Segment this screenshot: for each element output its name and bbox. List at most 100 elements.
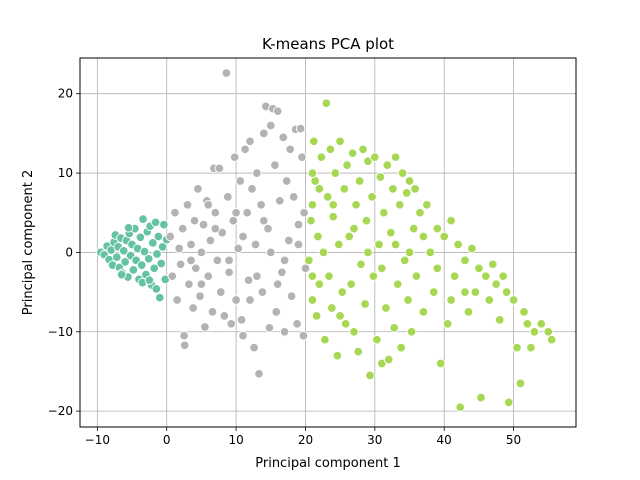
data-point-cluster-1 (196, 247, 207, 258)
data-point-cluster-1 (229, 152, 240, 162)
data-point-cluster-2 (311, 311, 322, 321)
y-tick-label: −20 (48, 404, 73, 418)
data-point-cluster-2 (389, 323, 399, 333)
data-point-cluster-0 (152, 249, 162, 259)
data-point-cluster-1 (219, 311, 230, 321)
data-point-cluster-2 (449, 271, 460, 281)
data-point-cluster-2 (340, 319, 351, 329)
data-point-cluster-2 (408, 223, 419, 234)
data-point-cluster-1 (284, 235, 294, 246)
data-point-cluster-2 (310, 176, 320, 186)
data-point-cluster-2 (388, 184, 398, 194)
data-point-cluster-2 (501, 287, 512, 297)
data-point-cluster-1 (223, 192, 233, 202)
data-point-cluster-0 (157, 242, 168, 252)
data-point-cluster-1 (226, 319, 236, 329)
data-point-cluster-2 (512, 342, 522, 353)
data-point-cluster-2 (522, 319, 533, 329)
data-point-cluster-1 (182, 200, 193, 210)
data-point-cluster-2 (372, 334, 382, 345)
data-point-cluster-1 (212, 255, 223, 266)
data-point-cluster-1 (299, 207, 309, 218)
data-point-cluster-1 (243, 275, 254, 285)
data-point-cluster-1 (292, 319, 302, 329)
data-point-cluster-1 (286, 291, 297, 301)
data-point-cluster-2 (361, 215, 372, 226)
data-point-cluster-1 (203, 200, 214, 210)
x-tick-label: 0 (163, 433, 171, 447)
data-point-cluster-2 (503, 397, 514, 408)
data-point-cluster-2 (307, 200, 318, 210)
data-point-cluster-1 (266, 247, 276, 258)
data-point-cluster-0 (144, 275, 155, 285)
data-point-cluster-2 (309, 136, 319, 147)
data-point-cluster-2 (432, 223, 443, 234)
data-point-cluster-1 (186, 239, 196, 250)
data-point-cluster-1 (198, 219, 209, 230)
data-point-cluster-0 (135, 232, 146, 243)
data-point-cluster-2 (494, 315, 505, 325)
axes-frame (79, 57, 577, 428)
data-point-cluster-2 (470, 287, 481, 297)
data-point-cluster-0 (120, 257, 130, 267)
data-point-cluster-2 (330, 168, 341, 178)
data-point-cluster-1 (224, 255, 234, 266)
y-tick-label: 20 (58, 87, 73, 101)
data-point-cluster-1 (172, 295, 182, 305)
data-point-cluster-2 (307, 295, 318, 305)
data-point-cluster-2 (339, 184, 350, 194)
data-point-cluster-2 (379, 207, 389, 218)
data-point-cluster-2 (363, 156, 373, 166)
data-point-cluster-2 (367, 192, 377, 202)
data-point-cluster-1 (266, 120, 276, 131)
data-point-cluster-1 (281, 176, 292, 186)
data-point-cluster-2 (332, 350, 343, 361)
data-point-cluster-2 (476, 392, 486, 403)
data-point-cluster-0 (136, 260, 147, 270)
data-point-cluster-1 (217, 227, 227, 238)
chart-title: K-means PCA plot (262, 35, 394, 53)
data-point-cluster-2 (327, 303, 337, 313)
data-point-cluster-1 (252, 168, 262, 178)
data-point-cluster-2 (519, 307, 529, 317)
data-point-cluster-1 (256, 200, 266, 210)
data-point-cluster-2 (422, 200, 432, 210)
x-tick-label: 30 (367, 433, 382, 447)
data-point-cluster-1 (221, 68, 232, 78)
data-point-cluster-1 (271, 307, 282, 317)
data-point-cluster-1 (236, 315, 247, 325)
data-point-cluster-1 (174, 243, 184, 254)
data-point-cluster-2 (442, 319, 453, 329)
data-point-cluster-2 (397, 168, 408, 178)
data-point-cluster-2 (484, 295, 495, 305)
data-point-cluster-1 (279, 255, 290, 266)
data-point-cluster-1 (210, 223, 221, 234)
data-point-cluster-2 (429, 287, 439, 297)
data-point-cluster-2 (307, 168, 318, 178)
data-point-cluster-2 (455, 402, 465, 412)
data-point-cluster-2 (346, 279, 356, 289)
data-point-cluster-2 (353, 346, 363, 357)
data-point-cluster-2 (349, 223, 359, 234)
data-point-cluster-2 (432, 263, 443, 274)
data-point-cluster-1 (238, 231, 248, 242)
data-point-cluster-1 (293, 219, 304, 230)
data-point-cluster-2 (328, 211, 338, 222)
data-point-cluster-2 (446, 215, 456, 226)
data-point-cluster-0 (128, 265, 139, 275)
data-point-cluster-2 (488, 259, 498, 270)
data-point-cluster-2 (313, 231, 323, 242)
data-point-cluster-2 (324, 271, 334, 281)
data-point-cluster-1 (288, 192, 299, 202)
data-point-cluster-2 (481, 271, 491, 281)
data-point-cluster-2 (399, 255, 410, 266)
x-tick-label: 20 (298, 433, 313, 447)
data-point-cluster-2 (515, 378, 526, 389)
data-point-cluster-2 (344, 231, 354, 242)
data-point-cluster-0 (139, 246, 150, 257)
data-point-cluster-1 (298, 330, 309, 341)
data-points (96, 68, 557, 412)
y-tick-label: 0 (65, 245, 73, 259)
data-point-cluster-1 (242, 207, 252, 218)
data-point-cluster-2 (365, 370, 375, 381)
